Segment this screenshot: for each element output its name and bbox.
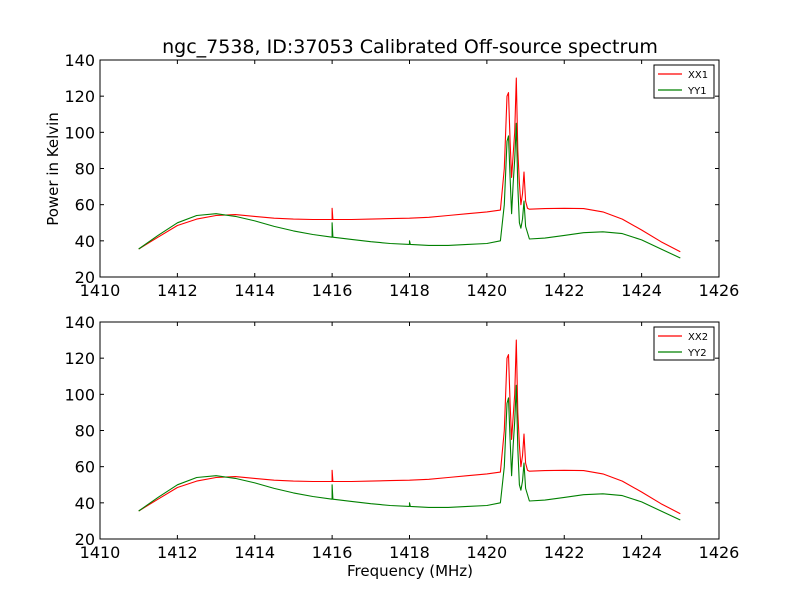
y-tick-label: 140 xyxy=(64,313,95,332)
x-tick-label: 1414 xyxy=(234,281,275,300)
y-tick-label: 60 xyxy=(75,458,95,477)
series-line-xx1 xyxy=(138,77,681,253)
x-tick-label: 1416 xyxy=(312,543,353,562)
x-tick-label: 1422 xyxy=(544,281,585,300)
x-tick-label: 1424 xyxy=(621,281,662,300)
legend-label: YY2 xyxy=(687,348,707,359)
series-line-yy2 xyxy=(138,384,681,521)
y-axis-label: Power in Kelvin xyxy=(44,112,62,226)
bottom-subplot: 1410 1412 1414 1416 1418 1420 1422 1424 1426 20 40… xyxy=(64,313,739,562)
y-tick-label: 140 xyxy=(64,51,95,70)
series-line-yy1 xyxy=(138,122,681,259)
x-tick-label: 1420 xyxy=(467,281,508,300)
x-tick-label: 1412 xyxy=(157,281,198,300)
y-tick-label: 120 xyxy=(64,87,95,106)
x-tick-label: 1410 xyxy=(80,281,121,300)
legend-box xyxy=(653,64,715,99)
y-tick-label: 40 xyxy=(75,232,95,251)
y-tick-label: 20 xyxy=(75,268,95,287)
x-tick-label: 1424 xyxy=(621,543,662,562)
legend-label: YY1 xyxy=(687,86,707,97)
top-subplot: 1410 1412 1414 1416 1418 1420 1422 1424 1426 20 40… xyxy=(64,51,739,300)
x-tick-label: 1412 xyxy=(157,543,198,562)
x-tick-label: 1414 xyxy=(234,543,275,562)
x-tick-label: 1420 xyxy=(467,543,508,562)
y-tick-label: 20 xyxy=(75,530,95,549)
y-tick-label: 60 xyxy=(75,196,95,215)
y-tick-label: 80 xyxy=(75,160,95,179)
y-tick-label: 40 xyxy=(75,494,95,513)
x-axis-label: Frequency (MHz) xyxy=(347,562,473,580)
legend-box xyxy=(653,326,715,361)
x-tick-label: 1418 xyxy=(389,281,430,300)
x-tick-label: 1426 xyxy=(699,281,740,300)
y-tick-label: 80 xyxy=(75,422,95,441)
y-tick-label: 120 xyxy=(64,349,95,368)
legend-label: XX2 xyxy=(688,332,708,343)
legend-label: XX1 xyxy=(688,70,708,81)
x-tick-label: 1410 xyxy=(80,543,121,562)
x-tick-label: 1422 xyxy=(544,543,585,562)
chart-title: ngc_7538, ID:37053 Calibrated Off-source… xyxy=(162,36,658,58)
y-tick-label: 100 xyxy=(64,385,95,404)
x-tick-label: 1426 xyxy=(699,543,740,562)
x-tick-label: 1416 xyxy=(312,281,353,300)
y-tick-label: 100 xyxy=(64,123,95,142)
x-tick-label: 1418 xyxy=(389,543,430,562)
series-line-xx2 xyxy=(138,339,681,515)
